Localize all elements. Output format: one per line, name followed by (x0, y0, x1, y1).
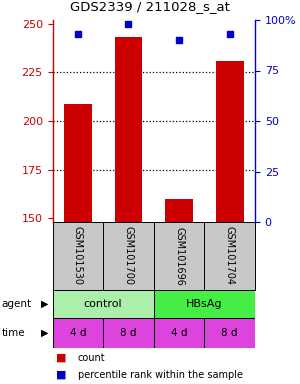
Bar (52, 290, 154, 318)
Bar (154, 290, 255, 318)
Bar (52, 318, 103, 348)
Text: 4 d: 4 d (171, 328, 187, 338)
Bar (154, 318, 204, 348)
Text: ▶: ▶ (41, 299, 49, 309)
Text: time: time (2, 328, 25, 338)
Bar (64, 104, 92, 222)
Text: GDS2339 / 211028_s_at: GDS2339 / 211028_s_at (70, 0, 230, 13)
Bar (115, 38, 142, 222)
Text: GSM101696: GSM101696 (174, 227, 184, 285)
Bar (204, 318, 255, 348)
Text: count: count (78, 353, 106, 363)
Text: ■: ■ (56, 370, 66, 380)
Text: GSM101530: GSM101530 (73, 227, 83, 285)
Text: HBsAg: HBsAg (186, 299, 223, 309)
Bar (216, 61, 244, 222)
Text: ▶: ▶ (41, 328, 49, 338)
Bar (165, 199, 193, 222)
Text: 8 d: 8 d (221, 328, 238, 338)
Text: 8 d: 8 d (120, 328, 137, 338)
Text: control: control (84, 299, 122, 309)
Text: 4 d: 4 d (70, 328, 86, 338)
Bar (103, 318, 154, 348)
Text: percentile rank within the sample: percentile rank within the sample (78, 370, 243, 380)
Text: GSM101700: GSM101700 (123, 227, 134, 285)
Text: ■: ■ (56, 353, 66, 363)
Text: GSM101704: GSM101704 (225, 227, 235, 285)
Text: agent: agent (2, 299, 31, 309)
